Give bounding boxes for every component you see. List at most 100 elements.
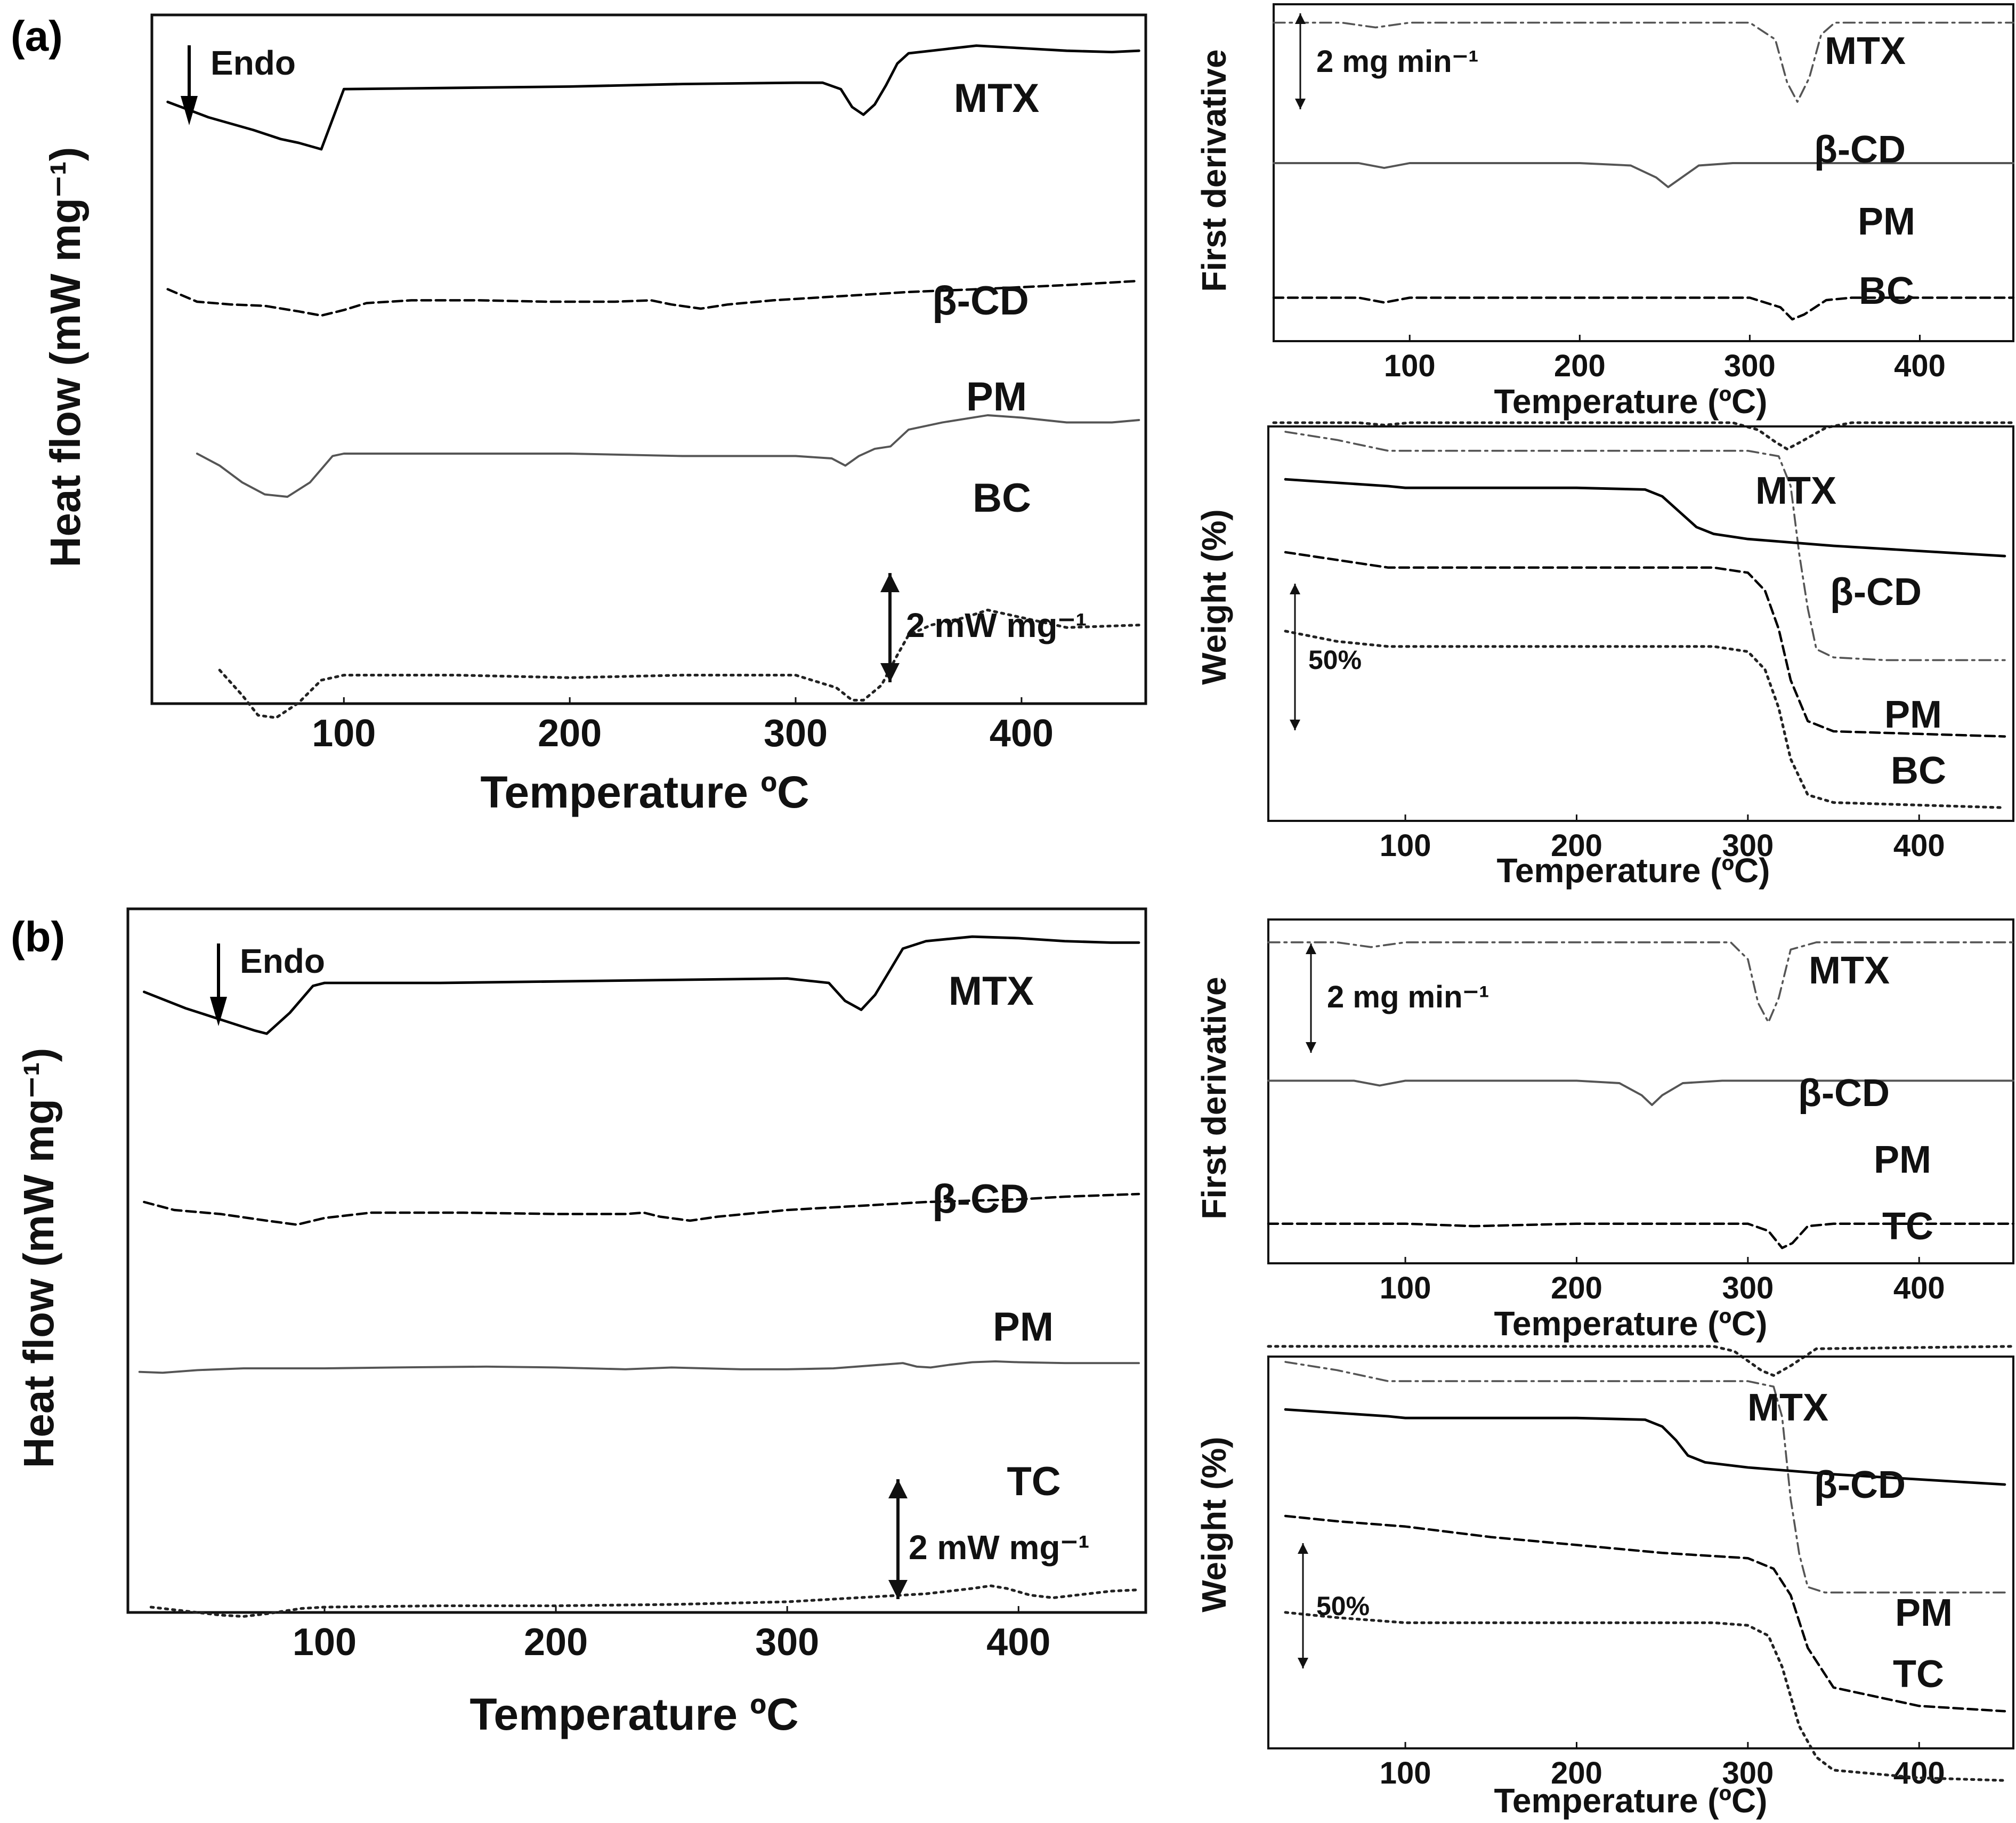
series-line-cd bbox=[1284, 1408, 2006, 1486]
panel-b-label: (b) bbox=[11, 913, 65, 961]
series-line-tc bbox=[1284, 1611, 2006, 1782]
series-label-pm: PM bbox=[1895, 1592, 1953, 1634]
scale-arrow-top bbox=[1306, 943, 1316, 954]
x-tick-label: 100 bbox=[312, 712, 376, 755]
series-line-mtx bbox=[1267, 941, 2014, 1023]
series-line-tc bbox=[149, 1584, 1140, 1618]
x-tick-label: 400 bbox=[1893, 1271, 1945, 1305]
series-label-mtx: MTX bbox=[949, 969, 1034, 1014]
series-line-cd bbox=[1267, 1079, 2014, 1106]
x-tick-label: 400 bbox=[1893, 1756, 1945, 1790]
plot-frame bbox=[126, 907, 1147, 1614]
series-line-cd bbox=[166, 279, 1140, 317]
scale-label: 2 mg min⁻¹ bbox=[1327, 980, 1489, 1014]
series-line-pm bbox=[1284, 1514, 2006, 1713]
scale-label: 2 mg min⁻¹ bbox=[1316, 44, 1479, 79]
scale-arrow-bottom bbox=[1298, 1658, 1308, 1668]
series-label-bc: BC bbox=[973, 475, 1031, 521]
x-axis-label: Temperature (ºC) bbox=[1494, 1781, 1768, 1820]
endo-arrow-head bbox=[181, 96, 198, 125]
series-label-tc: TC bbox=[1893, 1653, 1944, 1696]
series-line-mtx bbox=[166, 44, 1140, 151]
scale-arrow-bottom bbox=[888, 1580, 908, 1599]
scale-arrow-bottom bbox=[880, 663, 900, 682]
x-axis-label: Temperature ºC bbox=[480, 767, 809, 817]
scale-arrow-top bbox=[1295, 13, 1306, 24]
series-label-mtx: MTX bbox=[1747, 1386, 1828, 1429]
y-axis-label: Heat flow (mW mg⁻¹) bbox=[42, 147, 89, 568]
series-line-pm bbox=[138, 1360, 1140, 1374]
series-line-pm bbox=[1284, 551, 2006, 738]
x-axis-label: Temperature ºC bbox=[469, 1689, 798, 1739]
plot-frame bbox=[150, 13, 1147, 705]
endo-label: Endo bbox=[240, 942, 325, 980]
x-tick-label: 300 bbox=[1722, 1271, 1774, 1305]
series-line-pm bbox=[1267, 1222, 2015, 1249]
series-label-cd: β-CD bbox=[932, 1176, 1029, 1222]
x-tick-label: 400 bbox=[1893, 828, 1945, 863]
series-label-cd: β-CD bbox=[932, 278, 1029, 324]
panel-a-dsc-chart: 100 200 300 400 Temperature ºC Heat flow (mW … bbox=[42, 13, 1147, 817]
x-tick-label: 100 bbox=[1380, 828, 1431, 863]
scale-arrow-bottom bbox=[1290, 720, 1300, 730]
series-line-bc bbox=[218, 608, 1140, 720]
series-label-pm: PM bbox=[1858, 200, 1915, 243]
x-tick-label: 200 bbox=[538, 712, 602, 755]
scale-arrow-top bbox=[1290, 584, 1300, 594]
scale-label: 50% bbox=[1308, 645, 1362, 675]
series-label-pm: PM bbox=[966, 374, 1027, 420]
x-tick-label: 300 bbox=[1722, 828, 1774, 863]
x-tick-label: 200 bbox=[1551, 828, 1602, 863]
scale-arrow-top bbox=[880, 573, 900, 592]
series-line-tc bbox=[1267, 1345, 2015, 1377]
series-label-mtx: MTX bbox=[954, 76, 1040, 121]
x-axis-label: Temperature (ºC) bbox=[1497, 851, 1770, 890]
scale-label: 2 mW mg⁻¹ bbox=[906, 606, 1087, 644]
scale-arrow-top bbox=[1298, 1543, 1308, 1554]
x-tick-label: 400 bbox=[986, 1621, 1050, 1664]
series-line-mtx bbox=[1284, 1361, 2006, 1594]
series-label-cd: β-CD bbox=[1798, 1072, 1890, 1115]
y-axis-label: First derivative bbox=[1195, 977, 1233, 1219]
x-tick-label: 300 bbox=[1724, 349, 1776, 383]
series-label-tc: TC bbox=[1882, 1205, 1933, 1248]
y-axis-label: Heat flow (mW mg⁻¹) bbox=[15, 1048, 62, 1469]
series-label-cd: β-CD bbox=[1814, 128, 1906, 171]
series-label-bc: BC bbox=[1859, 270, 1914, 312]
series-label-pm: PM bbox=[1874, 1139, 1931, 1181]
series-label-pm: PM bbox=[993, 1304, 1054, 1350]
scale-arrow-bottom bbox=[1295, 99, 1306, 109]
series-label-mtx: MTX bbox=[1825, 30, 1906, 72]
panel-b-dtg-chart: 100 200 300 400 Temperature (ºC) First deriva… bbox=[1195, 918, 2015, 1377]
plot-frame bbox=[1267, 425, 2014, 822]
panel-a-dtg-chart: 100 200 300 400 Temperature (ºC) First deriva… bbox=[1195, 3, 2015, 451]
series-line-mtx bbox=[1273, 21, 2014, 103]
x-axis-label: Temperature (ºC) bbox=[1494, 382, 1768, 421]
series-label-pm: PM bbox=[1884, 693, 1942, 736]
series-label-bc: BC bbox=[1891, 749, 1946, 792]
series-line-bc bbox=[1272, 421, 2015, 451]
scale-label: 50% bbox=[1316, 1591, 1370, 1621]
y-axis-label: Weight (%) bbox=[1195, 509, 1233, 684]
series-line-cd bbox=[143, 1192, 1140, 1226]
plot-frame bbox=[1273, 3, 2014, 342]
series-line-pm bbox=[196, 414, 1140, 498]
x-tick-label: 200 bbox=[524, 1621, 588, 1664]
x-axis-label: Temperature (ºC) bbox=[1494, 1304, 1768, 1343]
x-tick-label: 300 bbox=[755, 1621, 819, 1664]
series-label-mtx: MTX bbox=[1755, 470, 1836, 512]
scale-arrow-bottom bbox=[1306, 1042, 1316, 1053]
series-line-mtx bbox=[1284, 431, 2006, 662]
series-line-bc bbox=[1284, 630, 2006, 809]
x-tick-label: 100 bbox=[1384, 349, 1436, 383]
panel-a-tga-chart: 100 200 300 400 Temperature (ºC) Weight (%) MT… bbox=[1195, 425, 2014, 890]
x-tick-label: 300 bbox=[764, 712, 828, 755]
plot-frame bbox=[1267, 1356, 2014, 1749]
x-tick-label: 300 bbox=[1722, 1756, 1774, 1790]
y-axis-label: Weight (%) bbox=[1195, 1437, 1233, 1612]
x-tick-label: 400 bbox=[990, 712, 1054, 755]
series-label-cd: β-CD bbox=[1814, 1464, 1906, 1506]
series-line-mtx bbox=[142, 935, 1140, 1035]
x-tick-label: 200 bbox=[1554, 349, 1606, 383]
